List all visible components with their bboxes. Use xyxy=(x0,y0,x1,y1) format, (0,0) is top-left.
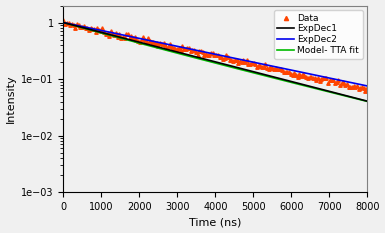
Y-axis label: Intensity: Intensity xyxy=(5,75,15,123)
X-axis label: Time (ns): Time (ns) xyxy=(189,217,241,227)
ExpDec1 xyxy=(246,69,250,72)
ExpDec2 xyxy=(238,58,242,61)
Legend: Data, ExpDec1, ExpDec2, Model- TTA fit: Data, ExpDec1, ExpDec2, Model- TTA fit xyxy=(274,10,363,59)
Model- TTA fit xyxy=(61,21,66,24)
ExpDec2 xyxy=(291,69,296,72)
ExpDec1 xyxy=(61,21,66,24)
Model- TTA fit xyxy=(246,70,250,73)
Line: Model- TTA fit: Model- TTA fit xyxy=(64,23,367,101)
Data xyxy=(97,29,101,31)
ExpDec1 xyxy=(365,100,370,103)
ExpDec1 xyxy=(291,81,296,84)
Data xyxy=(124,33,129,36)
Data xyxy=(363,89,368,92)
Data xyxy=(331,79,336,82)
Line: Data: Data xyxy=(62,18,369,93)
Data xyxy=(61,19,66,21)
ExpDec2 xyxy=(61,21,66,24)
Model- TTA fit xyxy=(323,89,327,92)
Model- TTA fit xyxy=(291,82,296,84)
Model- TTA fit xyxy=(365,100,370,103)
Data xyxy=(66,22,71,24)
Line: ExpDec2: ExpDec2 xyxy=(64,23,367,86)
ExpDec2 xyxy=(323,76,327,79)
Line: ExpDec1: ExpDec1 xyxy=(64,23,367,101)
Data xyxy=(355,84,359,87)
Data xyxy=(365,87,370,89)
ExpDec2 xyxy=(365,85,370,87)
Model- TTA fit xyxy=(238,68,242,71)
ExpDec2 xyxy=(80,25,84,28)
Data xyxy=(177,47,181,50)
ExpDec2 xyxy=(246,60,250,62)
ExpDec1 xyxy=(254,71,259,74)
ExpDec1 xyxy=(80,26,84,29)
ExpDec2 xyxy=(254,62,259,64)
ExpDec1 xyxy=(323,89,327,92)
Model- TTA fit xyxy=(254,72,259,75)
ExpDec1 xyxy=(238,67,242,70)
Model- TTA fit xyxy=(80,26,84,29)
